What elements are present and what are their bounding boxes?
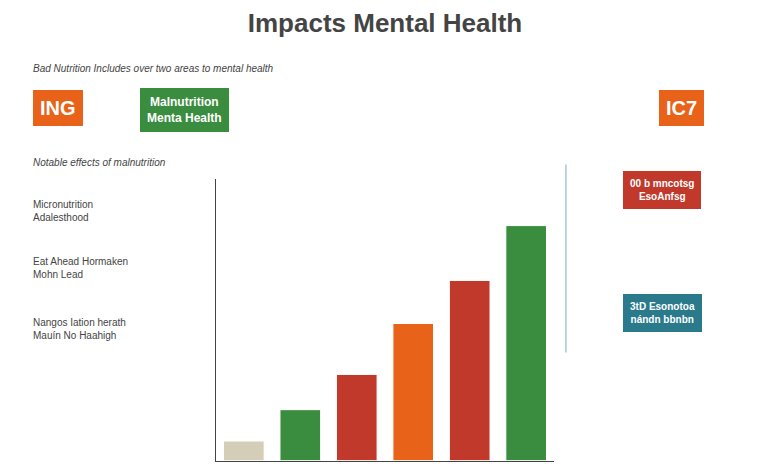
svg-text:ING: ING	[40, 97, 76, 119]
svg-text:Notable effects of malnutritio: Notable effects of malnutrition	[33, 157, 166, 168]
svg-text:MalnutritionMenta Health: MalnutritionMenta Health	[147, 95, 222, 125]
svg-text:3tD Esonotoanándn bbnbn: 3tD Esonotoanándn bbnbn	[630, 301, 695, 325]
svg-text:MicronutritionAdalesthood: MicronutritionAdalesthood	[33, 199, 93, 223]
svg-text:IC7: IC7	[666, 97, 697, 119]
svg-text:Nangos Iation herathMauín No H: Nangos Iation herathMauín No Haahigh	[33, 317, 126, 341]
svg-text:00 b mncotsgEsoAnfsg: 00 b mncotsgEsoAnfsg	[630, 178, 694, 202]
svg-text:Impacts Mental Health: Impacts Mental Health	[248, 8, 523, 38]
svg-text:Eat Ahead HormakenMohn Lead: Eat Ahead HormakenMohn Lead	[33, 256, 128, 280]
svg-text:Bad Nutrition Includes over tw: Bad Nutrition Includes over two areas to…	[33, 63, 274, 74]
